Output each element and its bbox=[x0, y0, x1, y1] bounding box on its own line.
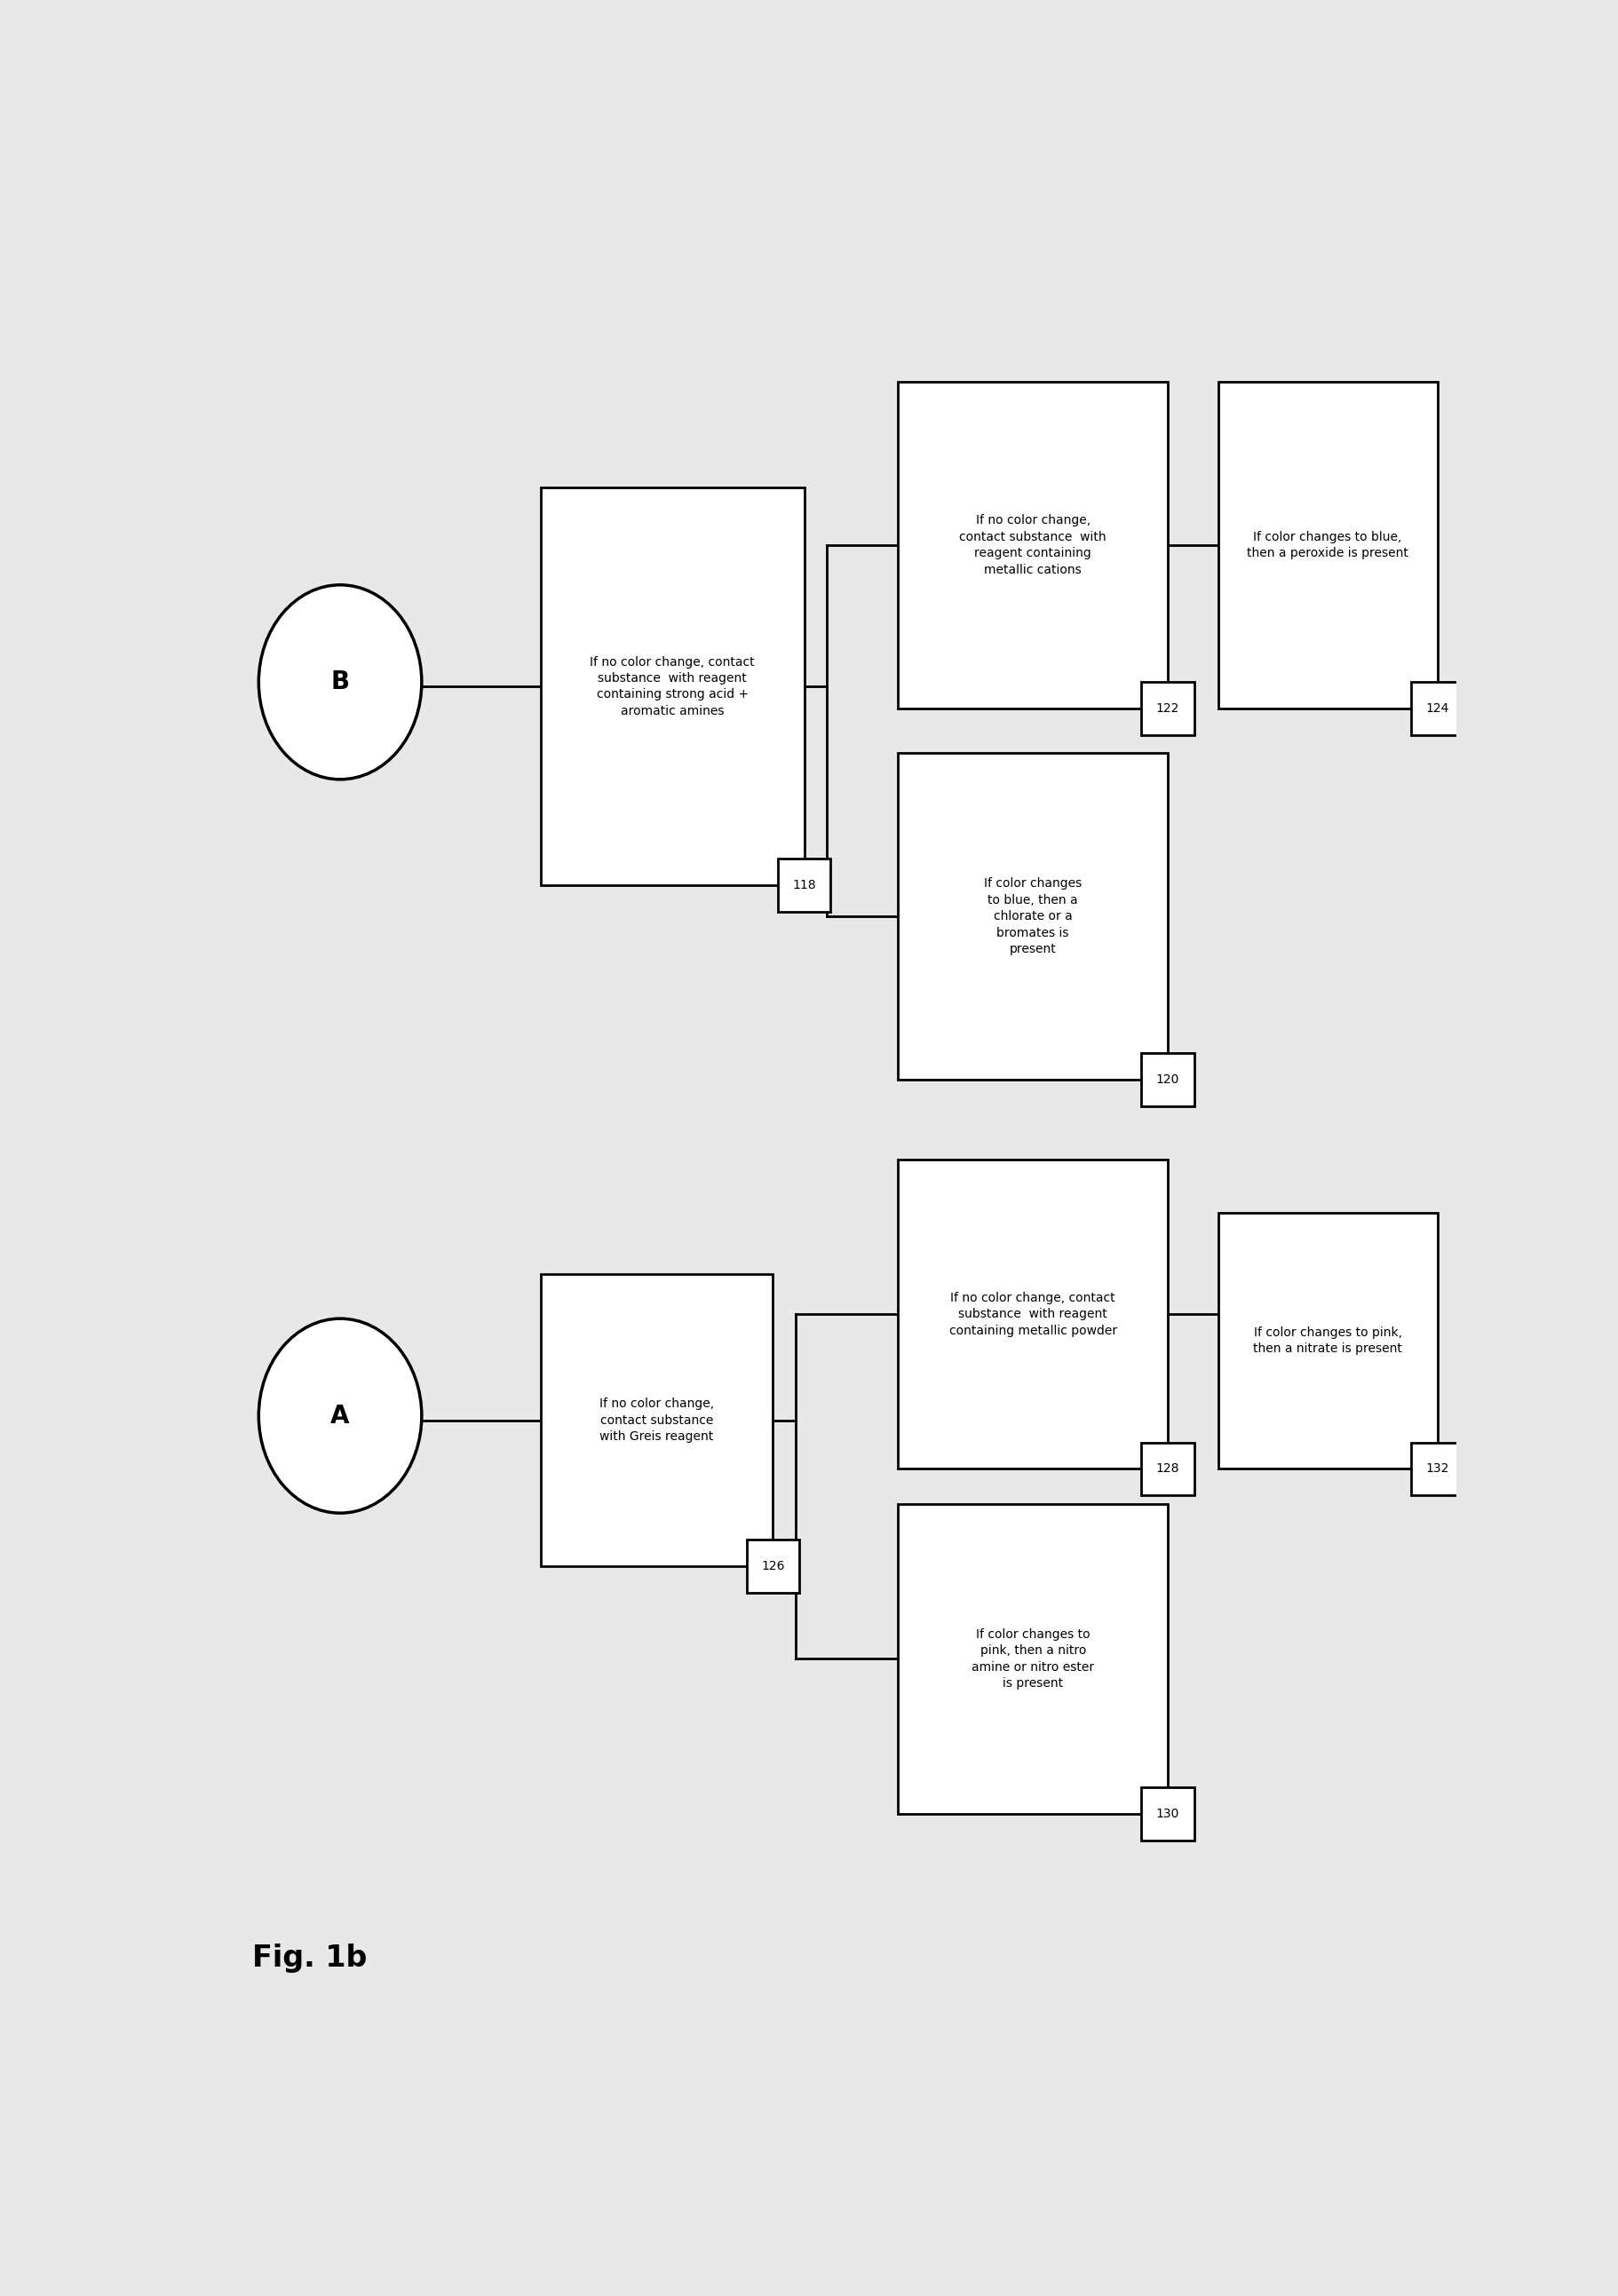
FancyBboxPatch shape bbox=[1411, 682, 1464, 735]
Text: If no color change, contact
substance  with reagent
containing strong acid +
aro: If no color change, contact substance wi… bbox=[591, 657, 756, 716]
Text: 130: 130 bbox=[1157, 1807, 1180, 1821]
FancyBboxPatch shape bbox=[898, 1159, 1168, 1469]
Text: 118: 118 bbox=[793, 879, 815, 891]
Text: If no color change,
contact substance  with
reagent containing
metallic cations: If no color change, contact substance wi… bbox=[959, 514, 1107, 576]
FancyBboxPatch shape bbox=[540, 487, 804, 886]
Text: 128: 128 bbox=[1155, 1463, 1180, 1474]
Text: Fig. 1b: Fig. 1b bbox=[252, 1942, 367, 1972]
FancyBboxPatch shape bbox=[1141, 1054, 1194, 1107]
Text: If no color change,
contact substance
with Greis reagent: If no color change, contact substance wi… bbox=[600, 1398, 714, 1442]
Text: If no color change, contact
substance  with reagent
containing metallic powder: If no color change, contact substance wi… bbox=[950, 1293, 1116, 1336]
FancyBboxPatch shape bbox=[1218, 1212, 1437, 1469]
Text: If color changes to blue,
then a peroxide is present: If color changes to blue, then a peroxid… bbox=[1247, 530, 1408, 560]
Text: If color changes to
pink, then a nitro
amine or nitro ester
is present: If color changes to pink, then a nitro a… bbox=[972, 1628, 1094, 1690]
FancyBboxPatch shape bbox=[898, 753, 1168, 1079]
FancyBboxPatch shape bbox=[540, 1274, 773, 1566]
FancyBboxPatch shape bbox=[898, 381, 1168, 709]
Text: 132: 132 bbox=[1425, 1463, 1450, 1474]
Text: 126: 126 bbox=[760, 1559, 785, 1573]
FancyBboxPatch shape bbox=[746, 1541, 799, 1593]
Text: A: A bbox=[330, 1403, 349, 1428]
FancyBboxPatch shape bbox=[898, 1504, 1168, 1814]
Text: If color changes to pink,
then a nitrate is present: If color changes to pink, then a nitrate… bbox=[1252, 1327, 1403, 1355]
Text: 124: 124 bbox=[1425, 703, 1450, 714]
Ellipse shape bbox=[259, 585, 422, 778]
FancyBboxPatch shape bbox=[1411, 1442, 1464, 1495]
FancyBboxPatch shape bbox=[778, 859, 830, 912]
FancyBboxPatch shape bbox=[1141, 1786, 1194, 1839]
Ellipse shape bbox=[259, 1318, 422, 1513]
Text: 120: 120 bbox=[1157, 1075, 1180, 1086]
Text: If color changes
to blue, then a
chlorate or a
bromates is
present: If color changes to blue, then a chlorat… bbox=[984, 877, 1082, 955]
FancyBboxPatch shape bbox=[1141, 1442, 1194, 1495]
FancyBboxPatch shape bbox=[1218, 381, 1437, 709]
Text: 122: 122 bbox=[1157, 703, 1180, 714]
Text: B: B bbox=[330, 670, 349, 696]
FancyBboxPatch shape bbox=[1141, 682, 1194, 735]
